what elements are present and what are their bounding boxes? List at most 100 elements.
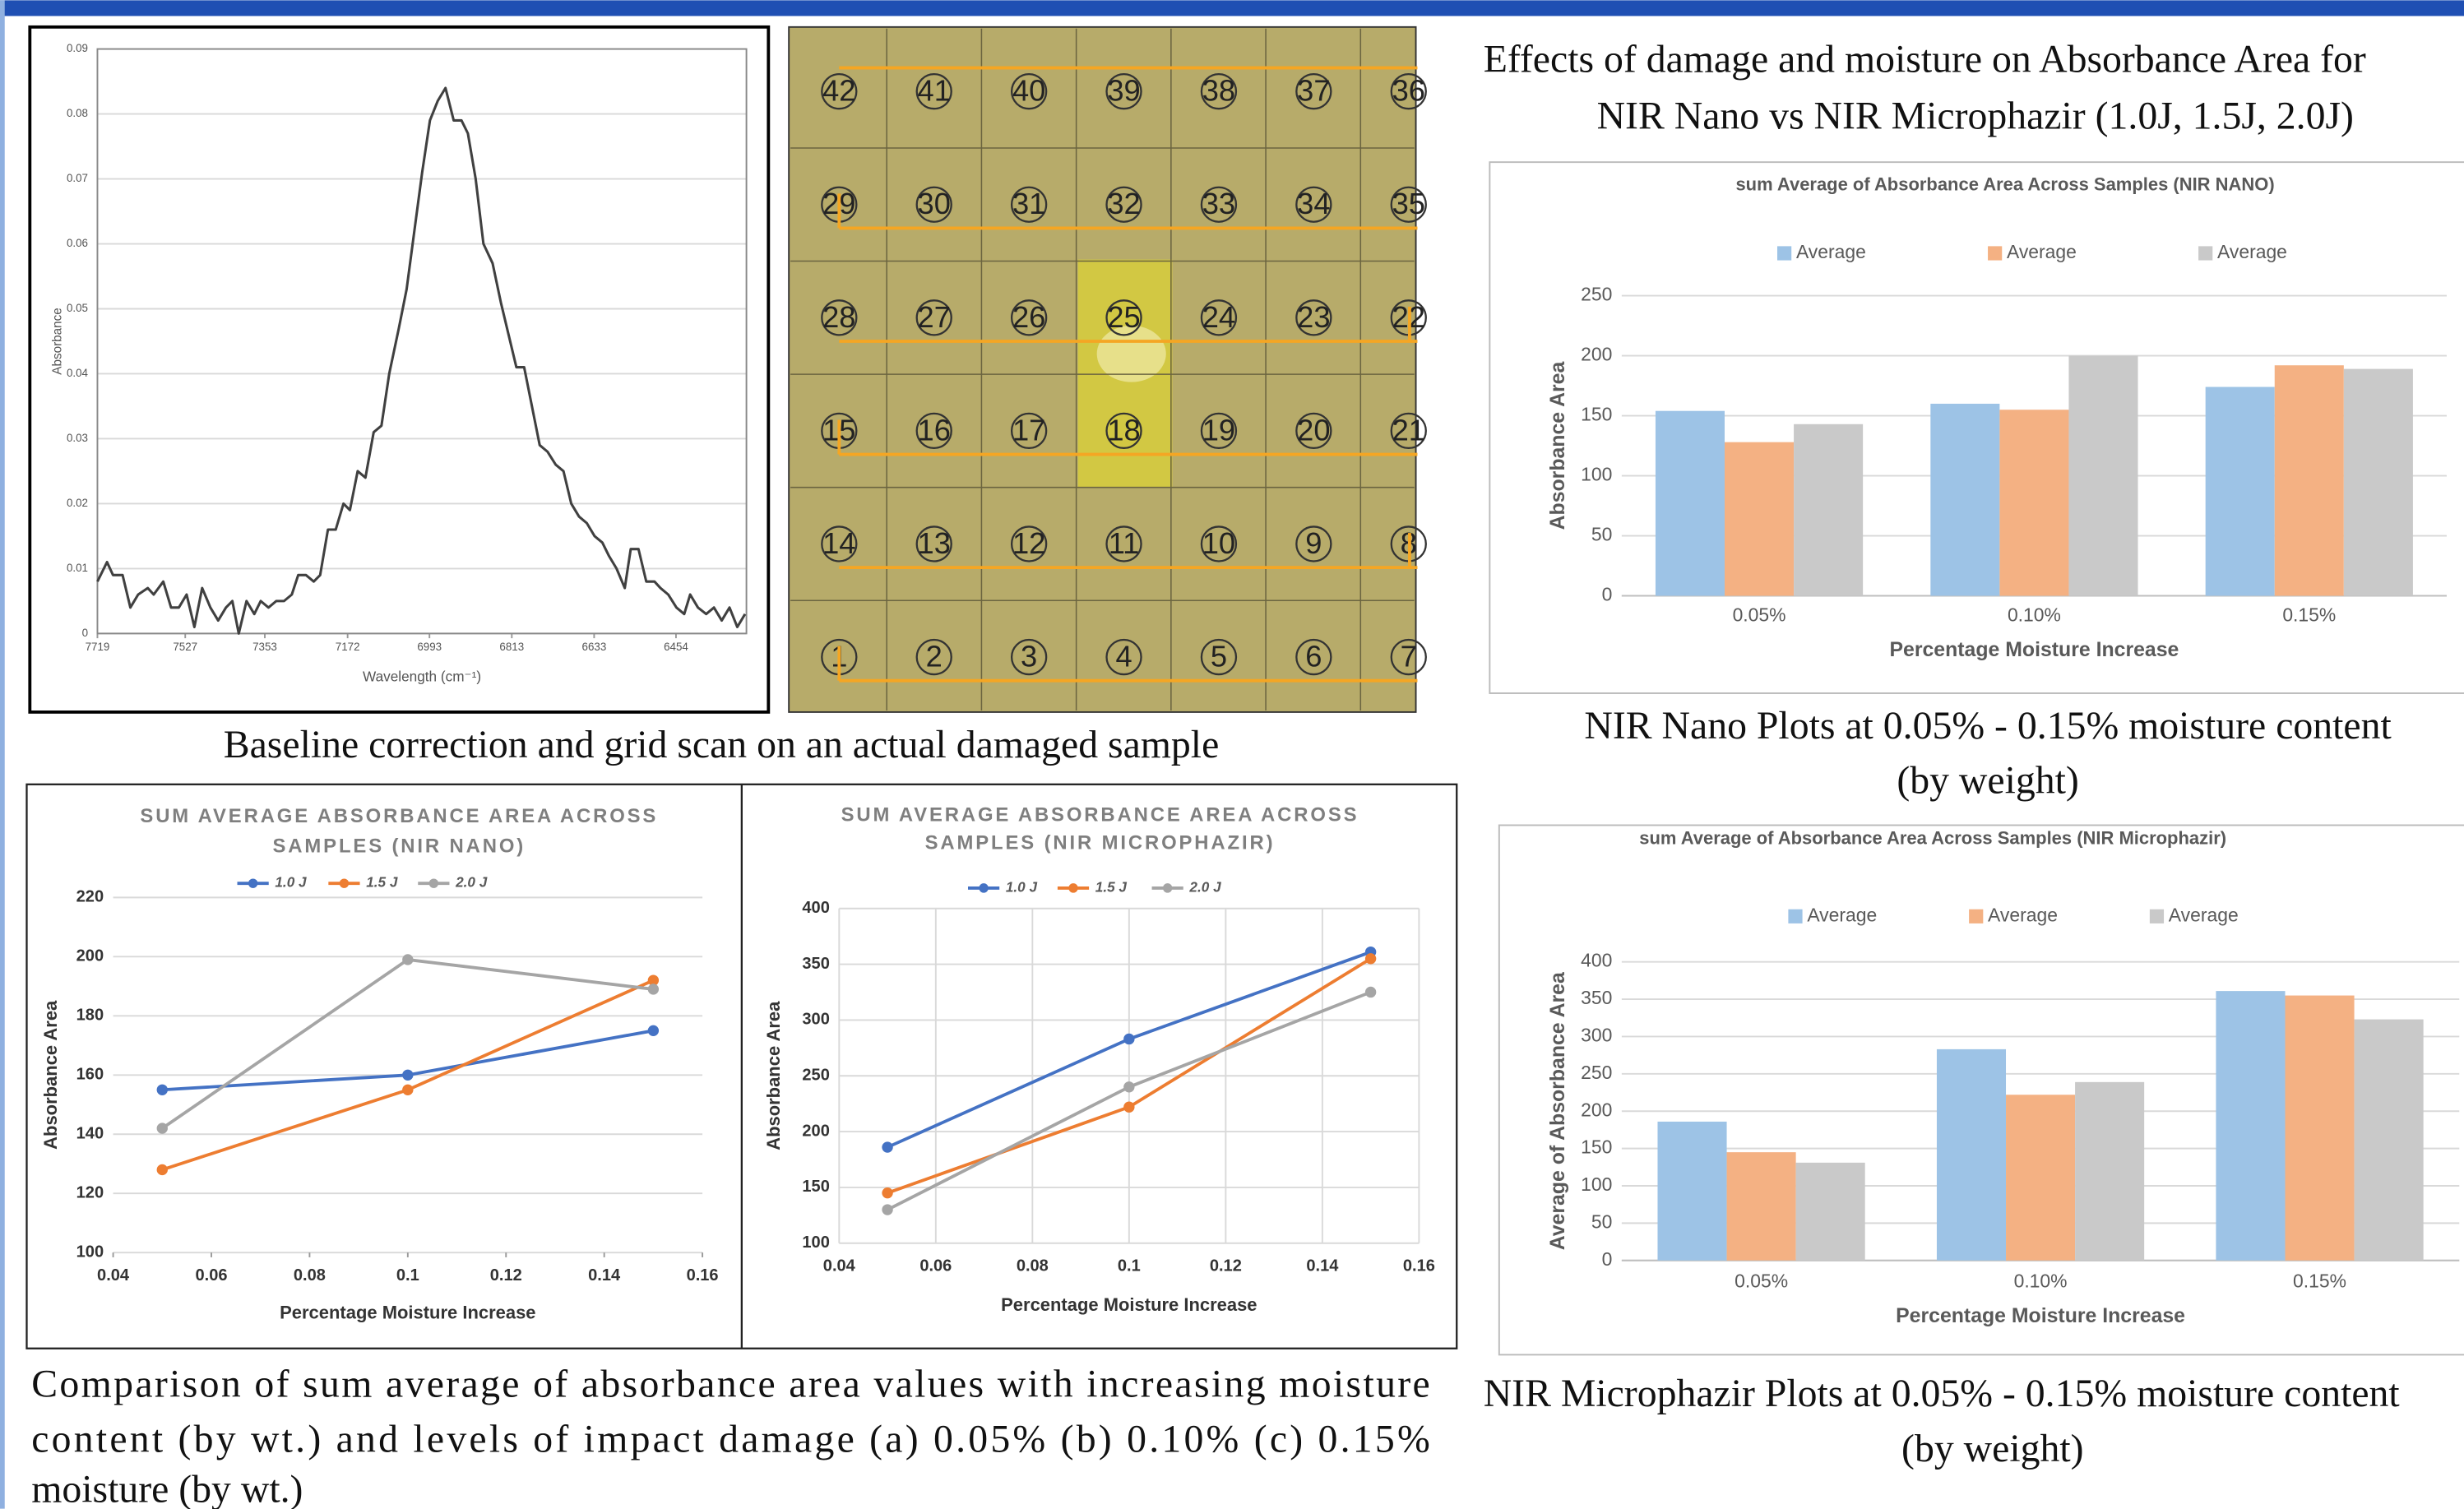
legend-swatch xyxy=(2150,910,2164,923)
x-tick-label: 0.04 xyxy=(97,1266,130,1285)
y-tick-label: 300 xyxy=(802,1011,829,1029)
data-point xyxy=(882,1204,892,1215)
legend-label: 1.5 J xyxy=(366,874,398,891)
x-tick-label: 7719 xyxy=(86,641,110,653)
legend-swatch xyxy=(2198,246,2212,260)
chart-title: SUM AVERAGE ABSORBANCE AREA ACROSS xyxy=(140,805,658,827)
data-point xyxy=(402,1085,413,1095)
data-point xyxy=(648,1025,659,1036)
x-tick-label: 7527 xyxy=(173,641,197,653)
y-tick-label: 50 xyxy=(1591,524,1612,545)
scan-number: 35 xyxy=(1392,187,1425,220)
bar xyxy=(2075,1082,2144,1261)
y-axis-label: Absorbance Area xyxy=(40,1000,61,1150)
legend-swatch xyxy=(1068,883,1077,892)
y-tick-label: 180 xyxy=(76,1007,104,1025)
x-tick-label: 0.10% xyxy=(2008,604,2061,625)
chart-title: SUM AVERAGE ABSORBANCE AREA ACROSS xyxy=(841,803,1359,826)
y-axis-label: Absorbance xyxy=(51,308,65,374)
legend-swatch xyxy=(1969,910,1983,923)
y-tick-label: 350 xyxy=(1581,987,1612,1008)
page: {"chart_data": [ {"type": "line", "ylabe… xyxy=(0,0,2464,1509)
bar xyxy=(1727,1152,1796,1261)
x-axis-label: Percentage Moisture Increase xyxy=(1001,1294,1257,1315)
scan-number: 7 xyxy=(1401,640,1417,673)
legend-swatch xyxy=(429,878,438,887)
bar xyxy=(2006,1095,2075,1260)
scan-number: 9 xyxy=(1305,526,1322,560)
scan-number: 34 xyxy=(1297,187,1330,220)
y-tick-label: 0.08 xyxy=(67,107,88,119)
scan-number: 2 xyxy=(926,640,943,673)
data-point xyxy=(157,1164,168,1175)
legend-label: Average xyxy=(1807,904,1877,925)
y-tick-label: 0.03 xyxy=(67,432,88,444)
scan-number: 36 xyxy=(1392,74,1425,108)
left-border xyxy=(0,0,5,1508)
data-point xyxy=(1123,1081,1134,1092)
scan-number: 10 xyxy=(1202,526,1235,560)
legend-swatch xyxy=(1788,910,1802,923)
y-tick-label: 200 xyxy=(76,947,104,965)
bar xyxy=(2344,369,2413,596)
scan-number: 24 xyxy=(1202,300,1235,334)
data-point xyxy=(1365,987,1376,998)
scan-number: 42 xyxy=(822,74,855,108)
y-tick-label: 0.09 xyxy=(67,42,88,54)
scan-number: 31 xyxy=(1012,187,1045,220)
legend-label: Average xyxy=(2169,904,2239,925)
bar xyxy=(2275,365,2344,595)
y-tick-label: 350 xyxy=(802,955,829,973)
x-tick-label: 6454 xyxy=(664,641,688,653)
y-tick-label: 0.04 xyxy=(67,367,89,379)
legend-swatch xyxy=(1163,883,1172,892)
legend-swatch xyxy=(979,883,988,892)
data-point xyxy=(1365,953,1376,964)
y-tick-label: 300 xyxy=(1581,1025,1612,1046)
y-tick-label: 100 xyxy=(802,1234,829,1252)
y-tick-label: 120 xyxy=(76,1184,104,1202)
legend-swatch xyxy=(1777,246,1791,260)
y-axis-label: Absorbance Area xyxy=(763,1001,784,1150)
legend-swatch xyxy=(248,878,257,887)
poster: 4241403938373629303132333435282726252423… xyxy=(0,0,2464,1509)
y-tick-label: 140 xyxy=(76,1125,104,1143)
y-tick-label: 0.02 xyxy=(67,497,88,509)
x-tick-label: 0.05% xyxy=(1735,1271,1788,1292)
scan-number: 12 xyxy=(1012,526,1045,560)
data-point xyxy=(402,954,413,965)
scan-number: 17 xyxy=(1012,413,1045,447)
chart-title: sum Average of Absorbance Area Across Sa… xyxy=(1639,827,2226,848)
y-axis-label: Average of Absorbance Area xyxy=(1547,972,1569,1250)
caption: (by weight) xyxy=(1901,1427,2083,1470)
y-tick-label: 200 xyxy=(1581,344,1612,365)
data-point xyxy=(882,1187,892,1198)
x-tick-label: 0.1 xyxy=(396,1266,419,1285)
legend-label: Average xyxy=(1988,904,2058,925)
scan-number: 40 xyxy=(1012,74,1045,108)
legend-label: 1.5 J xyxy=(1095,878,1128,895)
x-tick-label: 0.15% xyxy=(2282,604,2336,625)
y-tick-label: 250 xyxy=(1581,1062,1612,1083)
y-tick-label: 400 xyxy=(802,899,829,917)
y-tick-label: 0 xyxy=(1602,584,1613,605)
x-tick-label: 7353 xyxy=(252,641,277,653)
data-point xyxy=(157,1085,168,1095)
y-tick-label: 100 xyxy=(76,1243,104,1261)
y-tick-label: 250 xyxy=(1581,284,1612,305)
x-tick-label: 0.06 xyxy=(919,1257,952,1275)
scan-number: 6 xyxy=(1305,640,1322,673)
x-tick-label: 6813 xyxy=(499,641,524,653)
caption: (by weight) xyxy=(1897,759,2078,803)
x-tick-label: 0.10% xyxy=(2014,1271,2068,1292)
data-point xyxy=(402,1070,413,1081)
caption: NIR Nano Plots at 0.05% - 0.15% moisture… xyxy=(1584,704,2391,748)
bar xyxy=(1937,1049,2006,1261)
bar xyxy=(1796,1163,1865,1261)
data-point xyxy=(648,984,659,994)
x-axis-label: Wavelength (cm⁻¹) xyxy=(363,668,481,684)
y-tick-label: 0.07 xyxy=(67,172,88,184)
x-tick-label: 0.16 xyxy=(687,1266,719,1285)
scan-number: 3 xyxy=(1021,640,1037,673)
bar xyxy=(1794,424,1863,596)
